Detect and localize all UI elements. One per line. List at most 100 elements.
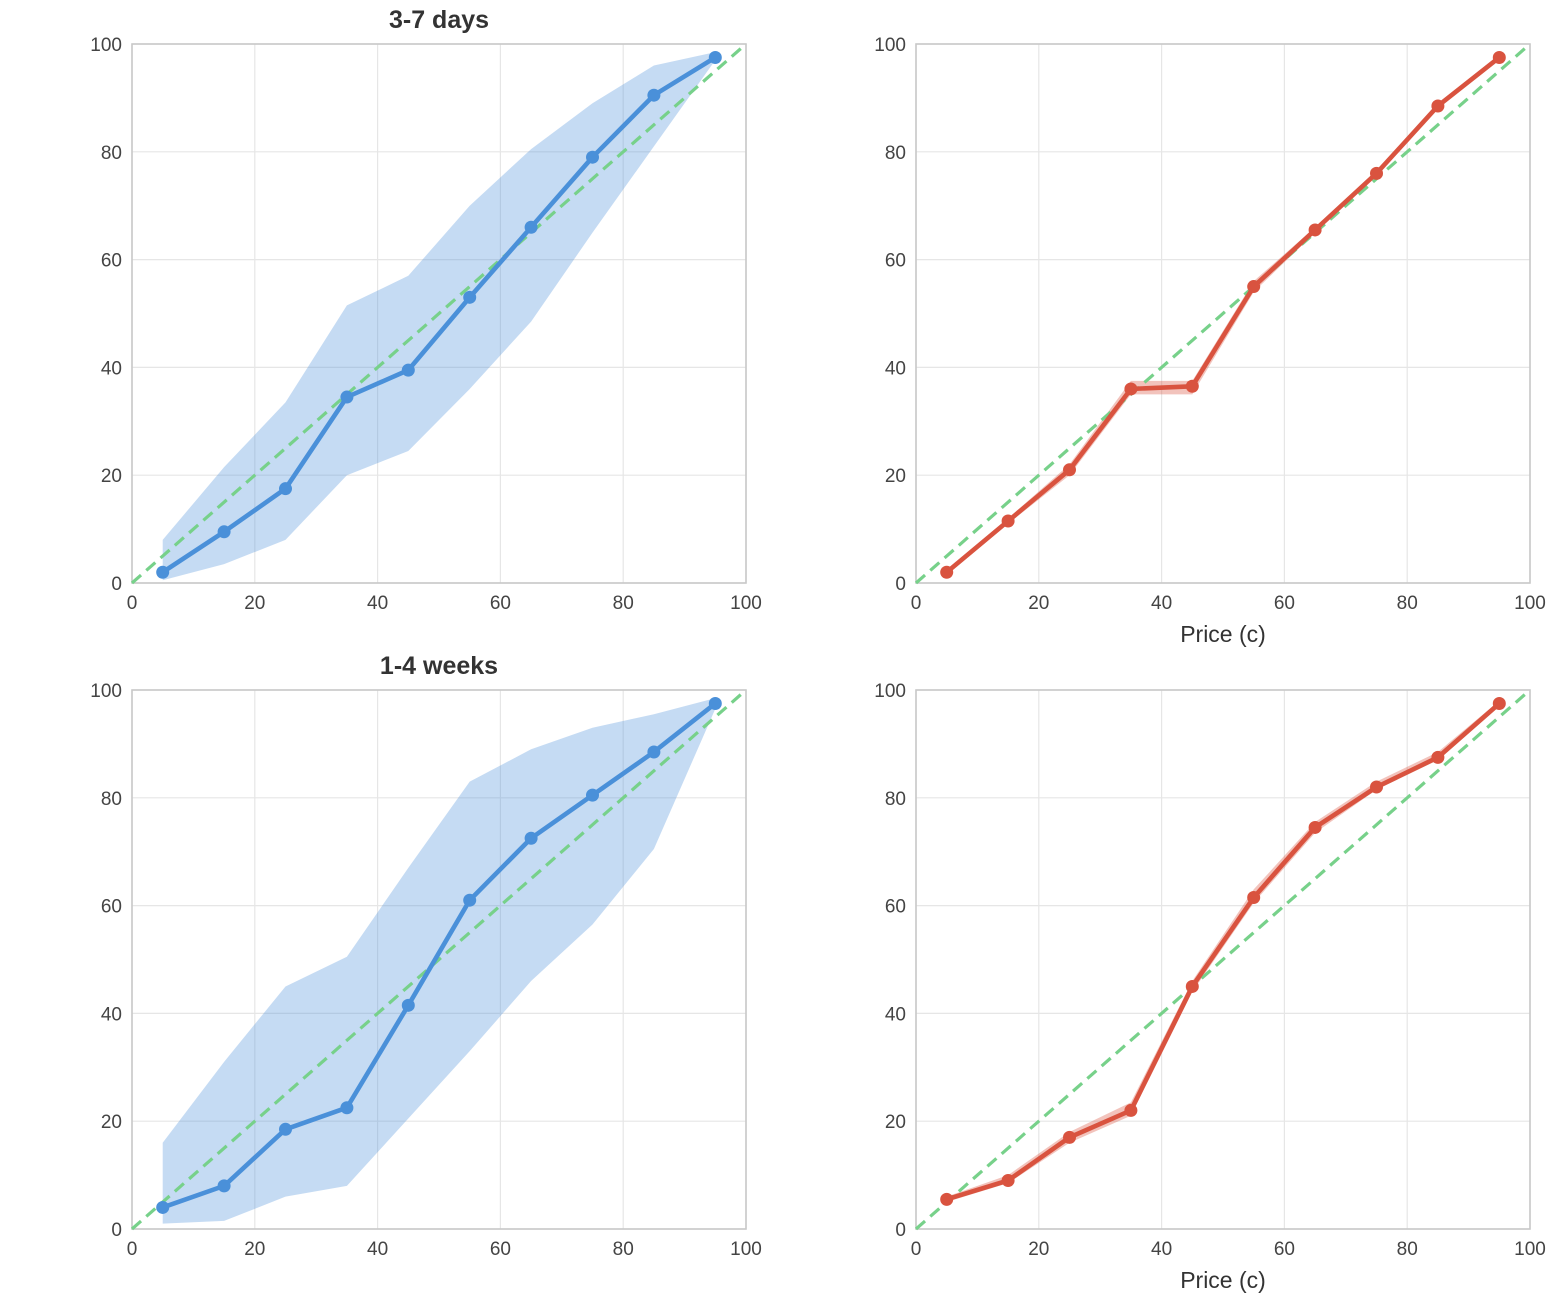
data-point xyxy=(1492,50,1506,64)
y-tick-label: 100 xyxy=(90,35,122,56)
x-tick-label: 20 xyxy=(244,1239,265,1260)
x-tick-label: 60 xyxy=(1274,593,1295,614)
data-point xyxy=(940,565,954,579)
x-tick-label: 40 xyxy=(367,1239,388,1260)
data-point xyxy=(340,390,354,404)
y-tick-label: 20 xyxy=(101,466,122,487)
data-point xyxy=(1185,979,1199,993)
reference-line xyxy=(914,42,1532,585)
data-point xyxy=(1431,750,1445,764)
data-point xyxy=(401,998,415,1012)
data-point xyxy=(217,525,231,539)
y-tick-label: 60 xyxy=(885,897,906,918)
data-point xyxy=(586,150,599,164)
x-tick-label: 60 xyxy=(1274,1239,1295,1260)
chart-panel-2: 0 20 40 60 80 100 0 20 40 60 80 100 Price (c) xyxy=(874,35,1546,647)
data-point xyxy=(647,88,661,102)
y-tick-label: 80 xyxy=(885,143,906,164)
series-line xyxy=(160,701,718,1210)
data-point xyxy=(1247,891,1261,905)
y-tick-label: 20 xyxy=(885,1112,906,1133)
data-point xyxy=(156,565,170,579)
y-tick-label: 80 xyxy=(885,789,906,810)
data-point xyxy=(524,831,538,845)
data-point xyxy=(463,290,477,304)
data-point xyxy=(1247,280,1261,294)
x-tick-label: 20 xyxy=(244,593,265,614)
y-tick-label: 0 xyxy=(111,1220,122,1241)
chart-title: 1-4 weeks xyxy=(380,652,498,680)
data-point xyxy=(1001,1173,1015,1187)
x-tick-label: 80 xyxy=(613,1239,634,1260)
y-tick-label: 60 xyxy=(885,251,906,272)
series-line xyxy=(160,55,718,575)
y-tick-label: 20 xyxy=(885,466,906,487)
x-tick-label: 20 xyxy=(1028,593,1049,614)
chart-panel-3: 0 20 40 60 80 100 0 20 40 60 80 100 1-4 weeks xyxy=(90,652,762,1260)
x-tick-label: 100 xyxy=(1514,593,1546,614)
data-point xyxy=(708,50,722,64)
data-point xyxy=(463,893,477,907)
data-point xyxy=(940,1192,954,1206)
data-point xyxy=(401,363,415,377)
x-tick-label: 100 xyxy=(730,1239,762,1260)
data-point xyxy=(1063,1130,1076,1144)
y-tick-label: 0 xyxy=(111,574,122,595)
reference-line xyxy=(130,42,748,585)
x-tick-label: 60 xyxy=(490,593,511,614)
data-point xyxy=(156,1200,170,1214)
data-point xyxy=(1431,99,1445,113)
series-line xyxy=(944,701,1502,1202)
data-point xyxy=(340,1101,354,1115)
x-axis-label: Price (c) xyxy=(1180,1267,1266,1293)
data-point xyxy=(217,1179,231,1193)
data-point xyxy=(1124,382,1138,396)
x-tick-label: 0 xyxy=(911,593,922,614)
data-point xyxy=(1001,514,1015,528)
x-tick-label: 40 xyxy=(1151,1239,1172,1260)
data-point xyxy=(1370,780,1383,794)
chart-panel-4: 0 20 40 60 80 100 0 20 40 60 80 100 Price (c) xyxy=(874,681,1546,1293)
series-line xyxy=(944,55,1502,575)
data-point xyxy=(279,482,292,496)
chart-panel-1: 0 20 40 60 80 100 0 20 40 60 80 100 3-7 days xyxy=(90,6,762,614)
data-point xyxy=(1370,166,1383,180)
data-point xyxy=(1492,696,1506,710)
y-tick-label: 0 xyxy=(895,1220,906,1241)
y-tick-label: 20 xyxy=(101,1112,122,1133)
data-point xyxy=(586,788,599,802)
x-tick-label: 0 xyxy=(127,593,138,614)
y-tick-label: 40 xyxy=(885,358,906,379)
x-tick-label: 0 xyxy=(127,1239,138,1260)
y-tick-label: 0 xyxy=(895,574,906,595)
y-tick-label: 80 xyxy=(101,143,122,164)
confidence-band xyxy=(162,52,716,581)
y-tick-label: 80 xyxy=(101,789,122,810)
x-tick-label: 100 xyxy=(730,593,762,614)
y-tick-label: 100 xyxy=(874,35,906,56)
x-axis-label: Price (c) xyxy=(1180,621,1266,647)
data-point xyxy=(647,745,661,759)
data-point xyxy=(524,220,538,234)
x-tick-label: 20 xyxy=(1028,1239,1049,1260)
y-tick-label: 60 xyxy=(101,251,122,272)
data-point xyxy=(1185,379,1199,393)
data-point xyxy=(1124,1103,1138,1117)
data-point xyxy=(708,696,722,710)
plot-frame xyxy=(131,689,747,1230)
reference-line xyxy=(130,688,748,1231)
y-tick-label: 40 xyxy=(101,1004,122,1025)
chart-title: 3-7 days xyxy=(389,6,489,34)
data-point xyxy=(279,1122,292,1136)
y-tick-label: 40 xyxy=(101,358,122,379)
x-tick-label: 80 xyxy=(1397,1239,1418,1260)
data-point xyxy=(1308,223,1322,237)
x-tick-label: 60 xyxy=(490,1239,511,1260)
reference-line xyxy=(914,688,1532,1231)
x-tick-label: 0 xyxy=(911,1239,922,1260)
plot-frame xyxy=(131,43,747,584)
plot-frame xyxy=(915,43,1531,584)
x-tick-label: 100 xyxy=(1514,1239,1546,1260)
y-tick-label: 40 xyxy=(885,1004,906,1025)
